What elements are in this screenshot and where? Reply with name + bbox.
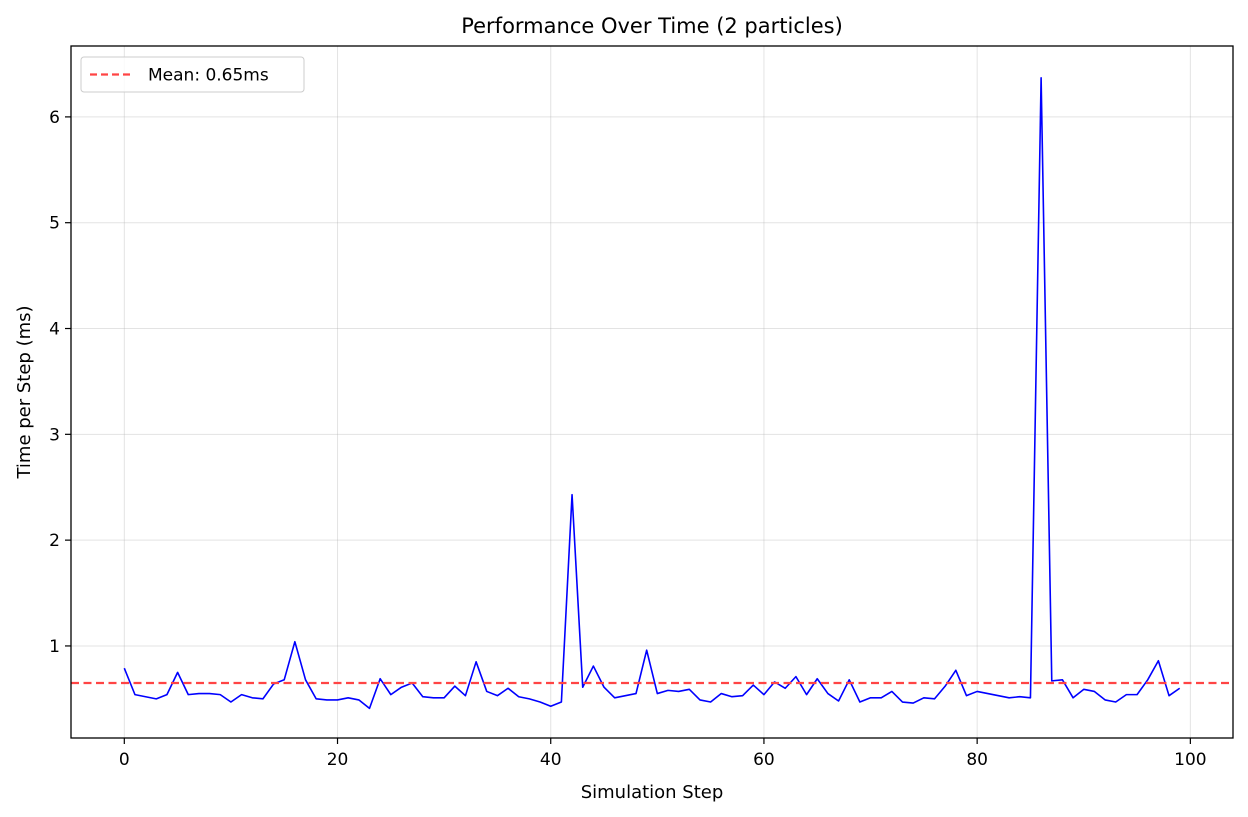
legend: Mean: 0.65ms — [80, 56, 305, 93]
x-tick-label: 60 — [753, 750, 775, 770]
y-tick-label: 3 — [49, 425, 60, 445]
legend-entry-mean: Mean: 0.65ms — [148, 66, 269, 86]
x-axis-label: Simulation Step — [581, 782, 724, 803]
x-tick-label: 40 — [540, 750, 562, 770]
grid — [71, 46, 1233, 738]
legend-box — [80, 56, 305, 93]
y-tick-label: 4 — [49, 320, 60, 340]
x-tick-label: 100 — [1174, 750, 1206, 770]
y-tick-label: 6 — [49, 108, 60, 128]
x-tick-label: 20 — [327, 750, 349, 770]
y-tick-label: 5 — [49, 214, 60, 234]
y-tick-label: 2 — [49, 531, 60, 551]
chart-title: Performance Over Time (2 particles) — [461, 14, 843, 38]
y-tick-label: 1 — [49, 637, 60, 657]
ticks: 0 20 40 60 80 100 1 2 3 4 5 6 — [49, 108, 1206, 770]
axes-frame — [70, 45, 1234, 739]
x-tick-label: 80 — [966, 750, 988, 770]
y-axis-label: Time per Step (ms) — [14, 305, 35, 479]
x-tick-label: 0 — [119, 750, 130, 770]
plot-area — [71, 76, 1233, 710]
series-line — [123, 76, 1181, 710]
